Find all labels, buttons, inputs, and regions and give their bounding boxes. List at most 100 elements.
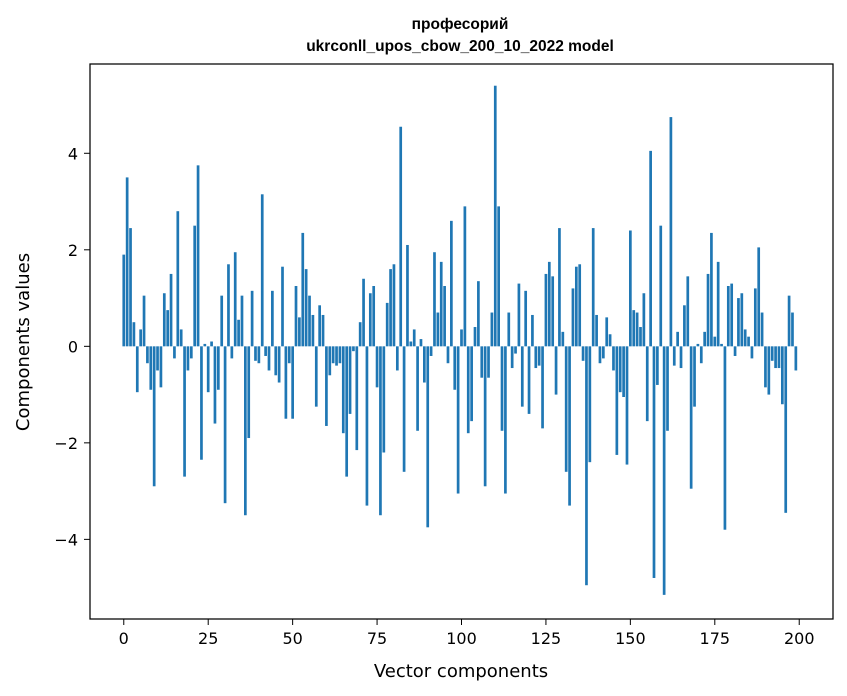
bar-component-114 xyxy=(507,312,511,347)
bar-component-4 xyxy=(135,346,139,393)
bar-component-190 xyxy=(764,346,767,388)
y-tick-label: 2 xyxy=(68,241,78,260)
x-axis-ticks: 0 25 50 75 100 125 150 175 200 xyxy=(119,619,815,648)
bar-component-27 xyxy=(213,346,217,424)
bar-component-12 xyxy=(162,293,166,347)
bar-component-80 xyxy=(392,264,396,347)
bar-component-10 xyxy=(156,346,159,371)
bar-component-107 xyxy=(483,346,487,487)
bar-component-70 xyxy=(358,322,362,347)
bar-component-103 xyxy=(470,346,473,422)
bar-component-143 xyxy=(605,317,609,347)
bar-component-199 xyxy=(794,346,798,371)
bar-component-121 xyxy=(531,314,534,347)
y-axis-ticks: −4 −2 0 2 4 xyxy=(54,144,90,549)
bar-component-153 xyxy=(639,327,642,347)
bar-component-48 xyxy=(284,346,288,419)
y-tick-label: 4 xyxy=(68,144,78,163)
bar-component-144 xyxy=(608,334,612,347)
bar-component-134 xyxy=(574,266,578,347)
bar-component-40 xyxy=(257,346,261,364)
bar-component-95 xyxy=(443,286,446,347)
bar-component-129 xyxy=(558,228,561,347)
bar-component-104 xyxy=(473,327,477,347)
bar-component-89 xyxy=(423,346,426,383)
bar-component-7 xyxy=(146,346,149,364)
bar-component-198 xyxy=(791,312,794,347)
bar-component-165 xyxy=(679,346,683,369)
bar-component-119 xyxy=(524,290,528,347)
chart-title-line2: ukrconll_upos_cbow_200_10_2022 model xyxy=(306,38,614,55)
bar-component-151 xyxy=(632,310,636,347)
bar-component-6 xyxy=(142,295,146,347)
bar-component-162 xyxy=(669,117,673,347)
bar-component-163 xyxy=(672,346,676,366)
bar-component-173 xyxy=(706,273,710,347)
bar-component-159 xyxy=(659,225,663,347)
bar-component-58 xyxy=(318,305,321,347)
bar-component-123 xyxy=(537,346,541,366)
bar-component-179 xyxy=(726,286,730,347)
bar-component-115 xyxy=(510,346,514,369)
bar-component-86 xyxy=(412,329,416,347)
bar-component-127 xyxy=(551,276,555,347)
bar-component-1 xyxy=(125,177,129,347)
bar-component-46 xyxy=(277,346,281,383)
bar-component-116 xyxy=(514,346,517,354)
bar-component-132 xyxy=(568,346,571,506)
bars-group xyxy=(122,85,798,595)
bar-component-62 xyxy=(331,346,335,364)
bar-component-154 xyxy=(642,293,646,347)
bar-component-171 xyxy=(699,346,703,364)
plot-frame xyxy=(89,63,834,620)
bar-component-196 xyxy=(784,346,788,513)
bar-component-8 xyxy=(149,346,153,390)
bar-component-145 xyxy=(612,346,615,371)
bar-component-39 xyxy=(254,346,257,361)
bar-component-63 xyxy=(335,346,338,366)
bar-component-187 xyxy=(753,288,757,347)
bar-component-84 xyxy=(406,244,409,347)
bar-component-43 xyxy=(267,346,271,371)
x-tick-label: 125 xyxy=(531,629,562,648)
bar-component-174 xyxy=(710,232,713,347)
x-tick-label: 200 xyxy=(784,629,815,648)
bar-component-120 xyxy=(527,346,531,414)
bar-component-141 xyxy=(598,346,602,364)
bar-component-178 xyxy=(723,346,727,530)
bar-component-72 xyxy=(365,346,369,506)
bar-component-97 xyxy=(450,220,453,347)
bar-component-75 xyxy=(375,346,379,388)
bar-component-176 xyxy=(716,261,720,347)
bar-component-78 xyxy=(385,302,389,347)
bar-component-79 xyxy=(389,269,392,347)
bar-component-52 xyxy=(298,317,301,347)
bar-component-17 xyxy=(179,329,183,347)
bar-component-158 xyxy=(656,346,659,385)
bar-component-49 xyxy=(287,346,291,364)
bar-component-125 xyxy=(544,273,548,347)
bar-component-133 xyxy=(571,288,575,347)
bar-component-41 xyxy=(260,194,264,347)
x-tick-label: 0 xyxy=(119,629,129,648)
bar-component-28 xyxy=(216,346,220,390)
x-tick-label: 175 xyxy=(700,629,731,648)
bar-component-22 xyxy=(196,165,200,347)
bar-component-98 xyxy=(453,346,457,390)
bar-component-152 xyxy=(635,312,639,347)
bar-component-156 xyxy=(649,150,652,347)
bar-component-99 xyxy=(456,346,460,494)
bar-component-186 xyxy=(750,346,754,359)
bar-component-29 xyxy=(220,295,224,347)
bar-component-83 xyxy=(402,346,406,472)
bar-component-185 xyxy=(747,336,750,347)
bar-component-33 xyxy=(233,252,237,347)
bar-component-0 xyxy=(122,254,126,347)
bar-component-61 xyxy=(328,346,332,376)
bar-component-96 xyxy=(446,346,450,364)
bar-component-56 xyxy=(311,314,315,347)
bar-component-113 xyxy=(504,346,507,494)
bar-component-164 xyxy=(676,331,679,347)
bar-component-155 xyxy=(645,346,649,422)
